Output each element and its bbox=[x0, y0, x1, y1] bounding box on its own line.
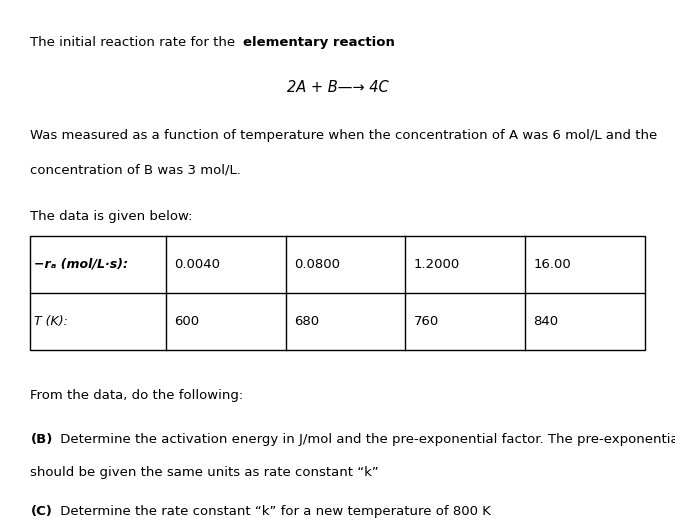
Text: 680: 680 bbox=[294, 314, 319, 328]
Text: T (K):: T (K): bbox=[34, 314, 68, 328]
Text: 840: 840 bbox=[533, 314, 559, 328]
Text: (B): (B) bbox=[30, 433, 53, 445]
Text: 760: 760 bbox=[414, 314, 439, 328]
Text: concentration of B was 3 mol/L.: concentration of B was 3 mol/L. bbox=[30, 163, 241, 176]
Text: Was measured as a function of temperature when the concentration of A was 6 mol/: Was measured as a function of temperatur… bbox=[30, 130, 657, 142]
Text: The data is given below:: The data is given below: bbox=[30, 210, 193, 223]
Text: 0.0800: 0.0800 bbox=[294, 257, 340, 271]
Text: 0.0040: 0.0040 bbox=[173, 257, 220, 271]
Text: From the data, do the following:: From the data, do the following: bbox=[30, 388, 244, 401]
Text: The initial reaction rate for the: The initial reaction rate for the bbox=[30, 36, 240, 49]
Text: should be given the same units as rate constant “k”: should be given the same units as rate c… bbox=[30, 466, 379, 479]
Text: elementary reaction: elementary reaction bbox=[243, 36, 395, 49]
Text: 1.2000: 1.2000 bbox=[414, 257, 460, 271]
Text: (C): (C) bbox=[30, 505, 52, 518]
Text: 2A + B—→ 4C: 2A + B—→ 4C bbox=[287, 80, 388, 95]
Text: −rₐ (mol/L·s):: −rₐ (mol/L·s): bbox=[34, 257, 128, 271]
Text: 16.00: 16.00 bbox=[533, 257, 571, 271]
Text: Determine the activation energy in J/mol and the pre-exponential factor. The pre: Determine the activation energy in J/mol… bbox=[56, 433, 675, 445]
Text: Determine the rate constant “k” for a new temperature of 800 K: Determine the rate constant “k” for a ne… bbox=[56, 505, 491, 518]
Text: 600: 600 bbox=[173, 314, 199, 328]
Bar bbox=[30, 236, 645, 350]
